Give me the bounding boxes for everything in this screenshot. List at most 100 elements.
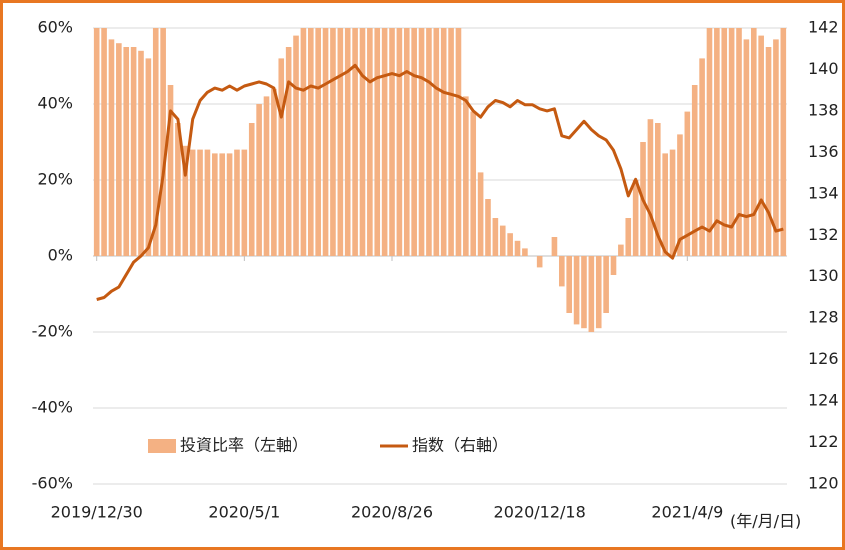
bar xyxy=(551,237,558,256)
bar xyxy=(566,256,573,313)
bar xyxy=(426,28,432,256)
bar xyxy=(293,35,299,256)
bar xyxy=(396,28,403,256)
bar xyxy=(455,28,462,256)
y2-tick-label: 140 xyxy=(808,59,839,78)
bar xyxy=(559,256,565,287)
bar xyxy=(116,43,122,257)
y2-tick-label: 134 xyxy=(808,183,839,202)
bar xyxy=(499,225,506,256)
bar xyxy=(714,28,720,256)
bar xyxy=(728,28,735,256)
y2-tick-label: 142 xyxy=(808,18,839,37)
bar xyxy=(93,28,100,256)
bar xyxy=(263,96,270,257)
x-tick-label: 2020/8/26 xyxy=(351,503,433,522)
bar xyxy=(677,134,683,256)
bar xyxy=(625,218,632,256)
y2-tick-label: 138 xyxy=(808,100,839,119)
bar xyxy=(736,28,742,256)
bar xyxy=(101,28,107,256)
bar xyxy=(780,28,787,256)
bar xyxy=(618,244,624,256)
bar xyxy=(330,28,336,256)
bar xyxy=(322,28,329,256)
bar xyxy=(226,153,233,256)
y-tick-label: -60% xyxy=(32,474,73,493)
bar xyxy=(167,85,174,256)
y2-tick-label: 136 xyxy=(808,142,839,161)
legend-swatch xyxy=(148,439,176,453)
bar xyxy=(204,149,211,256)
bar xyxy=(610,256,617,275)
bar xyxy=(403,28,410,256)
bar xyxy=(175,123,181,256)
bar xyxy=(448,28,454,256)
bar xyxy=(160,28,166,256)
bar xyxy=(108,39,115,257)
bars xyxy=(93,28,787,332)
bar xyxy=(359,28,366,256)
bar xyxy=(367,28,373,256)
x-tick-label: 2020/5/1 xyxy=(208,503,280,522)
bar xyxy=(337,28,344,256)
bar xyxy=(750,28,757,256)
bar xyxy=(182,145,189,256)
bar xyxy=(381,28,388,256)
bar xyxy=(145,58,152,257)
index-line xyxy=(96,63,784,301)
y-tick-label: 40% xyxy=(37,94,73,113)
y2-tick-label: 122 xyxy=(808,432,839,451)
y2-tick-label: 124 xyxy=(808,391,839,410)
bar xyxy=(463,96,469,257)
bar xyxy=(662,153,668,256)
y-tick-label: 60% xyxy=(37,18,73,37)
x-tick-label: 2019/12/30 xyxy=(51,503,143,522)
bar xyxy=(307,28,314,256)
bar xyxy=(691,85,698,256)
bar xyxy=(352,28,358,256)
bar xyxy=(669,149,676,256)
bar xyxy=(514,240,521,256)
bar xyxy=(485,199,491,256)
bar xyxy=(765,47,772,256)
bar xyxy=(411,28,417,256)
bar xyxy=(271,88,277,256)
y2-tick-label: 128 xyxy=(808,308,839,327)
bar xyxy=(507,233,513,256)
bar xyxy=(138,50,144,256)
bar xyxy=(219,153,226,256)
y-tick-label: 20% xyxy=(37,170,73,189)
bar xyxy=(470,111,477,256)
y2-tick-label: 120 xyxy=(808,474,839,493)
y2-tick-label: 126 xyxy=(808,349,839,368)
legend-label: 投資比率（左軸） xyxy=(180,436,308,455)
bar xyxy=(654,123,661,256)
labels: -60% -40% -20% 0% 20% 40% 60% 120 122 124 126 128 13… xyxy=(32,18,839,522)
y-tick-label: 0% xyxy=(48,246,73,265)
bar xyxy=(130,47,137,256)
bar xyxy=(248,123,255,256)
bar xyxy=(492,218,499,256)
bar xyxy=(433,28,440,256)
bar xyxy=(418,28,425,256)
x-axis-label: (年/月/日) xyxy=(730,512,801,531)
legend-label: 指数（右軸） xyxy=(412,436,508,455)
bar xyxy=(721,28,728,256)
bar xyxy=(300,28,307,256)
bar xyxy=(189,149,196,256)
bar xyxy=(632,180,639,256)
x-tick-label: 2020/12/18 xyxy=(494,503,586,522)
y2-tick-label: 130 xyxy=(808,266,839,285)
bar xyxy=(278,58,285,257)
bar xyxy=(758,35,764,256)
bar xyxy=(440,28,447,256)
bar xyxy=(699,58,705,257)
bar xyxy=(285,47,292,256)
bar xyxy=(315,28,321,256)
bar xyxy=(197,149,203,256)
bar xyxy=(773,39,779,257)
bar xyxy=(522,248,528,256)
lines xyxy=(96,63,784,301)
bar xyxy=(344,28,351,256)
